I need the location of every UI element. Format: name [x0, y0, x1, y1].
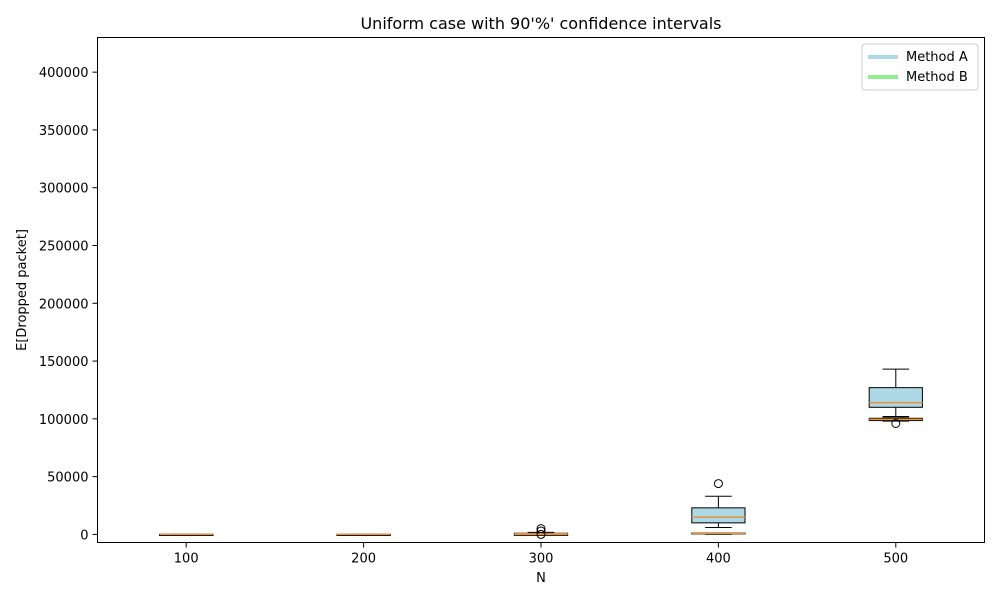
chart-title: Uniform case with 90'%' confidence inter… — [360, 14, 721, 33]
legend: Method A Method B — [861, 43, 979, 91]
x-tick-label: 500 — [883, 552, 908, 567]
y-tick-label: 400000 — [39, 66, 89, 81]
y-axis: 0 50000 100000 150000 200000 250000 300000 3500… — [39, 66, 98, 543]
plot-frame — [97, 37, 985, 543]
box-method-a-400 — [691, 479, 746, 528]
box-method-b-300 — [513, 529, 569, 539]
outlier-point — [891, 418, 901, 428]
y-tick-label: 50000 — [47, 471, 88, 486]
box-body — [868, 387, 923, 408]
x-tick-label: 200 — [351, 552, 376, 567]
x-tick-label: 300 — [529, 552, 554, 567]
y-tick-label: 250000 — [39, 240, 89, 255]
box-body — [691, 507, 746, 524]
y-tick-label: 300000 — [39, 182, 89, 197]
box-method-b-400 — [691, 532, 746, 535]
outlier-point — [536, 529, 546, 539]
y-tick-label: 0 — [80, 528, 88, 543]
box-method-b-100 — [159, 533, 214, 536]
x-tick-label: 400 — [706, 552, 731, 567]
outlier-point — [713, 479, 723, 489]
y-axis-label: E[Dropped packet] — [15, 229, 30, 351]
y-tick-label: 200000 — [39, 297, 89, 312]
outlier-point — [536, 524, 546, 534]
legend-label-method-a: Method A — [906, 50, 968, 65]
x-tick-label: 100 — [174, 552, 199, 567]
box-method-a-300 — [513, 524, 569, 536]
legend-label-method-b: Method B — [906, 70, 968, 85]
x-axis-label: N — [536, 571, 546, 586]
box-method-b-200 — [336, 533, 391, 536]
box-method-a-500 — [868, 368, 923, 418]
y-tick-label: 150000 — [39, 355, 89, 370]
plot-content — [159, 368, 923, 539]
box-method-b-500 — [868, 417, 923, 428]
y-tick-label: 100000 — [39, 413, 89, 428]
y-tick-label: 350000 — [39, 124, 89, 139]
x-axis: 100 200 300 400 500 — [174, 542, 908, 567]
